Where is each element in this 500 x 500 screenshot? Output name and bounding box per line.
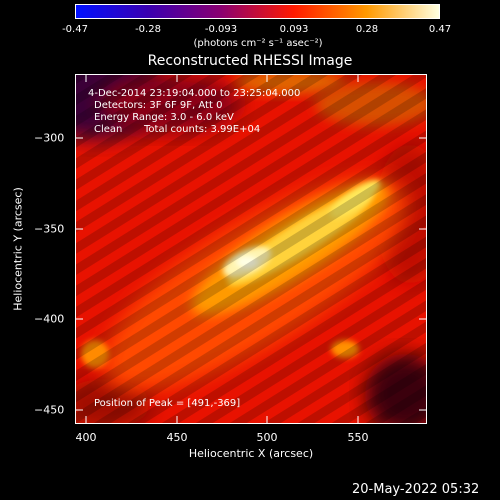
y-tick-label: −300 <box>34 131 65 145</box>
clean-method-label: Clean <box>94 124 123 135</box>
plot-frame <box>75 74 427 424</box>
colorbar-tick-label: -0.093 <box>204 24 238 35</box>
detectors-label: Detectors: 3F 6F 9F, Att 0 <box>94 100 223 111</box>
colorbar-tick-label: -0.47 <box>62 24 88 35</box>
axis-ticks <box>75 74 427 424</box>
y-tick-label: −450 <box>34 403 65 417</box>
x-axis-label: Heliocentric X (arcsec) <box>188 447 314 460</box>
x-tick-label: 450 <box>166 431 188 444</box>
peak-position-label: Position of Peak = [491,-369] <box>94 398 241 409</box>
y-tick-label: −350 <box>34 222 65 236</box>
time-range-label: 4-Dec-2014 23:19:04.000 to 23:25:04.000 <box>88 88 301 99</box>
y-tick-label: −400 <box>34 312 65 326</box>
colorbar-tick-label: 0.47 <box>428 24 452 35</box>
y-axis-label: Heliocentric Y (arcsec) <box>11 187 25 311</box>
xray-flux-map <box>75 74 427 424</box>
x-tick-label: 500 <box>256 431 278 444</box>
x-tick-label: 400 <box>75 431 97 444</box>
xray-flux-map-image <box>75 74 427 424</box>
energy-range-label: Energy Range: 3.0 - 6.0 keV <box>94 112 234 123</box>
plot-title: Reconstructed RHESSI Image <box>147 53 353 69</box>
colorbar-tick-label: 0.093 <box>279 24 309 35</box>
colorbar-tick-label: 0.28 <box>355 24 379 35</box>
colorbar <box>75 4 440 19</box>
colorbar-unit-label: (photons cm⁻² s⁻¹ asec⁻²) <box>193 38 323 49</box>
total-counts-label: Total counts: 3.99E+04 <box>144 124 261 135</box>
x-tick-label: 550 <box>347 431 369 444</box>
footer-date: 20-May-2022 05:32 <box>352 482 480 497</box>
colorbar-tick-label: -0.28 <box>135 24 161 35</box>
